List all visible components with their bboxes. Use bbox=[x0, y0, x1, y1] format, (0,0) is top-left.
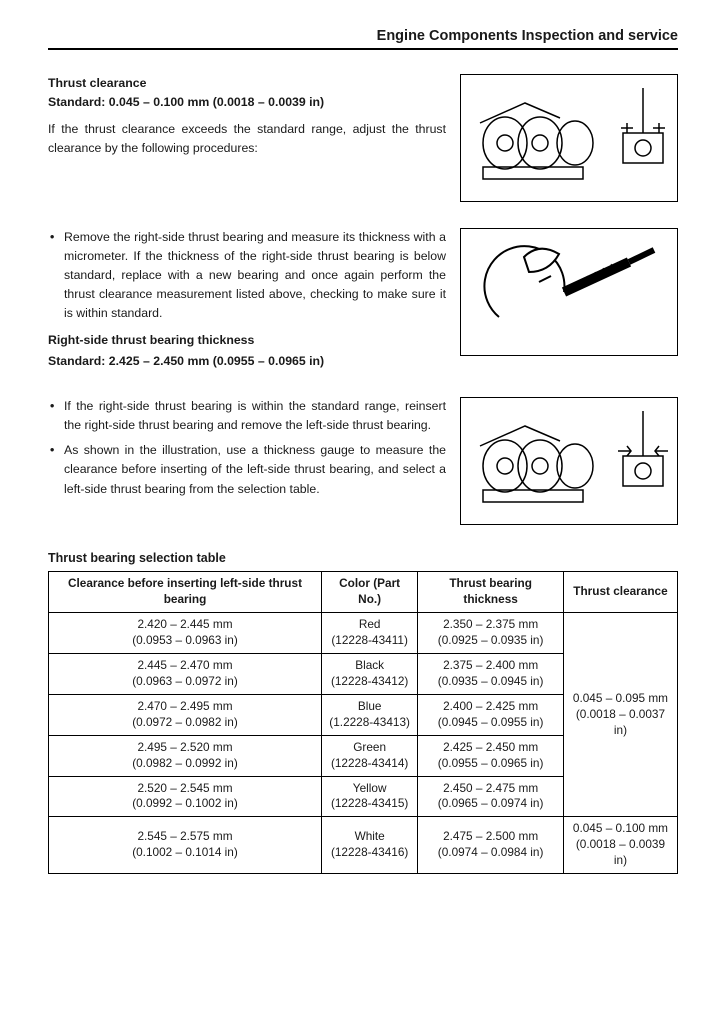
cell-text: 0.045 – 0.100 mm bbox=[573, 821, 668, 835]
bullet-thickness-gauge: As shown in the illustration, use a thic… bbox=[48, 441, 446, 498]
paragraph-thrust-clearance: If the thrust clearance exceeds the stan… bbox=[48, 120, 446, 158]
cell-text: (0.0925 – 0.0935 in) bbox=[438, 633, 544, 647]
cell-text: (0.0935 – 0.0945 in) bbox=[438, 674, 544, 688]
section-right-side-bearing: Remove the right-side thrust bearing and… bbox=[48, 228, 678, 371]
cell-text: (0.1002 – 0.1014 in) bbox=[132, 845, 238, 859]
cell-text: (0.0992 – 0.1002 in) bbox=[132, 796, 238, 810]
section-left-side-bearing: If the right-side thrust bearing is with… bbox=[48, 397, 678, 525]
cell-text: (12228-43416) bbox=[331, 845, 408, 859]
cell-text: Yellow bbox=[353, 781, 387, 795]
cell-text: 2.495 – 2.520 mm bbox=[137, 740, 232, 754]
cell-text: 2.545 – 2.575 mm bbox=[137, 829, 232, 843]
th-bearing-thickness: Thrust bearing thickness bbox=[418, 572, 564, 613]
cell-text: (0.0018 – 0.0039 in) bbox=[576, 837, 665, 867]
cell-text: (12228-43415) bbox=[331, 796, 408, 810]
section-thrust-clearance: Thrust clearance Standard: 0.045 – 0.100… bbox=[48, 74, 678, 202]
standard-thrust-clearance: Standard: 0.045 – 0.100 mm (0.0018 – 0.0… bbox=[48, 93, 446, 112]
cell-text: 2.470 – 2.495 mm bbox=[137, 699, 232, 713]
cell-clearance-span2: 0.045 – 0.100 mm (0.0018 – 0.0039 in) bbox=[563, 817, 677, 874]
cell-text: (12228-43412) bbox=[331, 674, 408, 688]
cell-text: 2.400 – 2.425 mm bbox=[443, 699, 538, 713]
cell-text: White bbox=[355, 829, 385, 843]
cell-text: Green bbox=[353, 740, 386, 754]
cell-text: Red bbox=[359, 617, 381, 631]
cell-text: 2.520 – 2.545 mm bbox=[137, 781, 232, 795]
cell-clearance-span1: 0.045 – 0.095 mm (0.0018 – 0.0037 in) bbox=[563, 613, 677, 817]
cell-text: (0.0982 – 0.0992 in) bbox=[132, 756, 238, 770]
heading-right-bearing-thickness: Right-side thrust bearing thickness bbox=[48, 331, 446, 350]
figure-crankshaft-gauge bbox=[460, 397, 678, 525]
cell-text: (12228-43414) bbox=[331, 756, 408, 770]
cell-text: (0.0965 – 0.0974 in) bbox=[438, 796, 544, 810]
th-color-part: Color (Part No.) bbox=[321, 572, 417, 613]
standard-right-bearing-thickness: Standard: 2.425 – 2.450 mm (0.0955 – 0.0… bbox=[48, 352, 446, 371]
cell-text: 2.475 – 2.500 mm bbox=[443, 829, 538, 843]
table-row: 2.545 – 2.575 mm (0.1002 – 0.1014 in) Whi… bbox=[49, 817, 678, 874]
bullet-remove-right-bearing: Remove the right-side thrust bearing and… bbox=[48, 228, 446, 323]
cell-text: (0.0972 – 0.0982 in) bbox=[132, 715, 238, 729]
bullet-reinsert-right: If the right-side thrust bearing is with… bbox=[48, 397, 446, 435]
cell-text: (12228-43411) bbox=[331, 633, 408, 647]
cell-text: 2.445 – 2.470 mm bbox=[137, 658, 232, 672]
cell-text: Blue bbox=[358, 699, 382, 713]
figure-crankshaft-clearance bbox=[460, 74, 678, 202]
figure-micrometer bbox=[460, 228, 678, 356]
thrust-bearing-selection-table: Clearance before inserting left-side thr… bbox=[48, 571, 678, 874]
cell-text: (0.0945 – 0.0955 in) bbox=[438, 715, 544, 729]
cell-text: (1.2228-43413) bbox=[329, 715, 410, 729]
cell-text: (0.0953 – 0.0963 in) bbox=[132, 633, 238, 647]
cell-text: 2.350 – 2.375 mm bbox=[443, 617, 538, 631]
th-clearance-before: Clearance before inserting left-side thr… bbox=[49, 572, 322, 613]
cell-text: 2.425 – 2.450 mm bbox=[443, 740, 538, 754]
heading-thrust-clearance: Thrust clearance bbox=[48, 74, 446, 93]
cell-text: (0.0963 – 0.0972 in) bbox=[132, 674, 238, 688]
cell-text: 2.375 – 2.400 mm bbox=[443, 658, 538, 672]
table-row: 2.420 – 2.445 mm (0.0953 – 0.0963 in) Red… bbox=[49, 613, 678, 654]
cell-text: 2.450 – 2.475 mm bbox=[443, 781, 538, 795]
cell-text: (0.0018 – 0.0037 in) bbox=[576, 707, 665, 737]
page-header: Engine Components Inspection and service bbox=[48, 28, 678, 50]
th-thrust-clearance: Thrust clearance bbox=[563, 572, 677, 613]
cell-text: Black bbox=[355, 658, 384, 672]
cell-text: (0.0974 – 0.0984 in) bbox=[438, 845, 544, 859]
cell-text: 0.045 – 0.095 mm bbox=[573, 691, 668, 705]
cell-text: (0.0955 – 0.0965 in) bbox=[438, 756, 544, 770]
table-title: Thrust bearing selection table bbox=[48, 551, 678, 565]
cell-text: 2.420 – 2.445 mm bbox=[137, 617, 232, 631]
